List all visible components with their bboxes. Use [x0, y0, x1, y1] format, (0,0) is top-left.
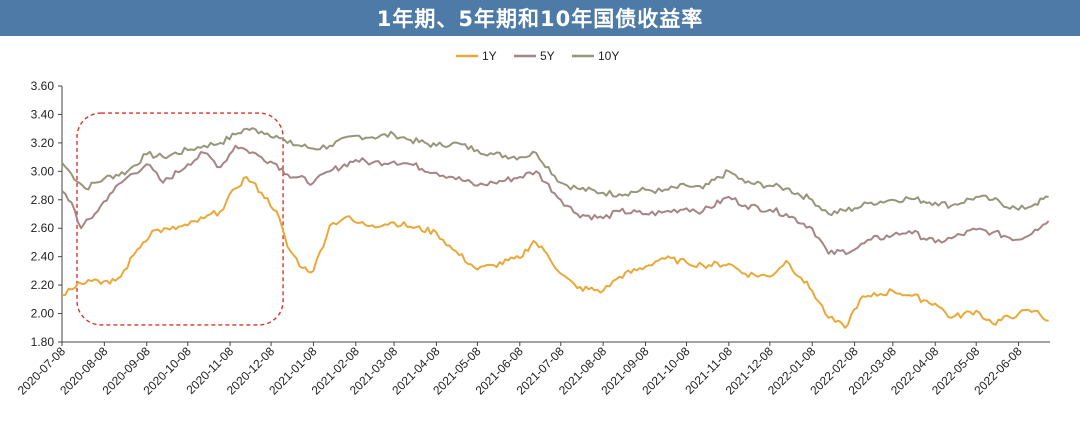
chart-title-bar: 1年期、5年期和10年国债收益率 [0, 0, 1080, 36]
legend-label-5y: 5Y [540, 49, 555, 63]
y-tick-label: 3.40 [31, 107, 55, 121]
legend-label-10y: 10Y [598, 49, 619, 63]
legend-label-1y: 1Y [482, 49, 497, 63]
series-lines [61, 127, 1050, 329]
axes: 3.60 3.40 3.20 3.00 2.80 2.60 2.40 2.20 2.00 1.80… [15, 79, 1050, 398]
y-tick-label: 2.60 [31, 221, 55, 235]
highlight-box [76, 112, 284, 326]
y-tick-label: 2.40 [31, 250, 55, 264]
y-tick-label: 1.80 [31, 335, 55, 349]
series-line-5y [61, 144, 1050, 256]
legend: 1Y 5Y 10Y [456, 49, 619, 63]
series-line-1y [61, 176, 1049, 329]
y-tick-label: 3.60 [31, 79, 55, 93]
y-tick-label: 2.80 [31, 193, 55, 207]
y-tick-label: 2.20 [31, 278, 55, 292]
chart-title: 1年期、5年期和10年国债收益率 [376, 7, 704, 31]
highlight-rect [76, 112, 284, 326]
y-tick-label: 3.20 [31, 136, 55, 150]
y-tick-label: 3.00 [31, 164, 55, 178]
series-line-10y [61, 127, 1049, 217]
line-chart: 1Y 5Y 10Y 3.60 3.40 3.20 3.00 2.80 2.60 2.40 2.20… [15, 49, 1050, 398]
y-tick-label: 2.00 [31, 307, 55, 321]
